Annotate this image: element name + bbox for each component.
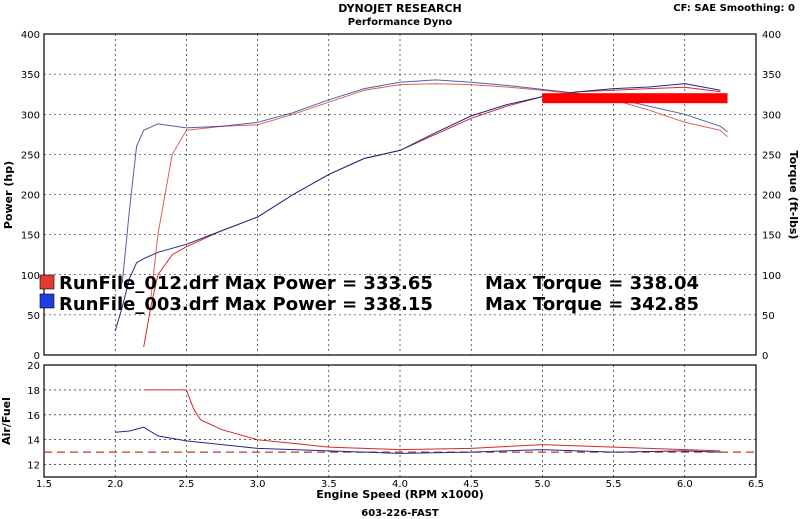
rpm-axis-label: Engine Speed (RPM x1000) — [316, 488, 484, 501]
torque-y-tick-label: 350 — [762, 70, 781, 81]
airfuel-y-tick-label: 18 — [27, 386, 40, 397]
torque-y-tick-label: 400 — [762, 30, 781, 41]
rpm-x-tick-label: 2.5 — [178, 479, 194, 490]
torque-y-tick-label: 250 — [762, 150, 781, 161]
torque-y-tick-label: 50 — [762, 311, 775, 322]
rpm-x-tick-label: 4.5 — [463, 479, 479, 490]
airfuel-series — [115, 389, 721, 454]
legend: RunFile_012.drf Max Power = 333.65 Max T… — [39, 273, 699, 315]
torque-line-runfile012drf — [150, 83, 728, 299]
airfuel-plot-grid — [44, 365, 756, 477]
rpm-x-tick-label: 6.0 — [677, 479, 693, 490]
power-y-tick-label: 50 — [27, 311, 40, 322]
power-y-tick-label: 100 — [21, 271, 40, 282]
rpm-x-tick-label: 3.0 — [250, 479, 266, 490]
power-y-tick-label: 200 — [21, 191, 40, 202]
power-plot-grid — [44, 34, 756, 355]
chart-subtitle: Performance Dyno — [348, 17, 453, 28]
rpm-x-ticks: 1.5 2.0 2.5 3.0 3.5 4.0 4.5 5.0 5.5 6.0 6.5 — [36, 479, 764, 490]
power-y-ticks: 0 50 100 150 200 250 300 350 400 — [21, 30, 40, 362]
airfuel-line-runfile003drf — [115, 426, 721, 454]
rpm-x-tick-label: 4.0 — [392, 479, 408, 490]
power-line-runfile003drf — [114, 83, 721, 332]
rpm-x-tick-label: 5.5 — [606, 479, 622, 490]
rpm-x-tick-label: 6.5 — [748, 479, 764, 490]
airfuel-y-tick-label: 14 — [27, 436, 40, 447]
power-y-tick-label: 300 — [21, 110, 40, 121]
power-y-tick-label: 250 — [21, 150, 40, 161]
torque-axis-label: Torque (ft-lbs) — [787, 151, 800, 240]
torque-y-tick-label: 100 — [762, 271, 781, 282]
max-marker-bar — [542, 93, 728, 104]
power-y-tick-label: 150 — [21, 231, 40, 242]
legend-torque-run012: Max Torque = 338.04 — [485, 273, 699, 294]
footer-id: 603-226-FAST — [361, 508, 439, 519]
torque-y-tick-label: 150 — [762, 231, 781, 242]
legend-swatch-run012 — [39, 274, 55, 290]
rpm-x-tick-label: 5.0 — [534, 479, 550, 490]
rpm-x-tick-label: 1.5 — [36, 479, 52, 490]
power-y-tick-label: 350 — [21, 70, 40, 81]
torque-y-tick-label: 200 — [762, 191, 781, 202]
power-axis-label: Power (hp) — [2, 161, 15, 229]
airfuel-line-runfile012drf — [143, 389, 721, 452]
rpm-x-tick-label: 2.0 — [107, 479, 123, 490]
rpm-x-tick-label: 3.5 — [321, 479, 337, 490]
torque-y-tick-label: 0 — [762, 351, 768, 362]
airfuel-y-tick-label: 12 — [27, 461, 40, 472]
airfuel-y-ticks: 12 14 16 18 20 — [27, 361, 40, 472]
torque-y-ticks: 0 50 100 150 200 250 300 350 400 — [762, 30, 781, 362]
legend-torque-run003: Max Torque = 342.85 — [485, 294, 699, 315]
airfuel-y-tick-label: 16 — [27, 411, 40, 422]
legend-entry-run003: RunFile_003.drf Max Power = 338.15 — [59, 294, 433, 315]
settings-label: CF: SAE Smoothing: 0 — [673, 3, 795, 14]
torque-y-tick-label: 300 — [762, 110, 781, 121]
airfuel-axis-label: Air/Fuel — [0, 397, 13, 445]
legend-entry-run012: RunFile_012.drf Max Power = 333.65 — [59, 273, 433, 294]
power-y-tick-label: 0 — [34, 351, 40, 362]
company-title: DYNOJET RESEARCH — [338, 2, 461, 15]
power-y-tick-label: 400 — [21, 30, 40, 41]
legend-swatch-run003 — [39, 293, 55, 309]
torque-line-runfile003drf — [121, 79, 728, 283]
airfuel-y-tick-label: 20 — [27, 361, 40, 372]
